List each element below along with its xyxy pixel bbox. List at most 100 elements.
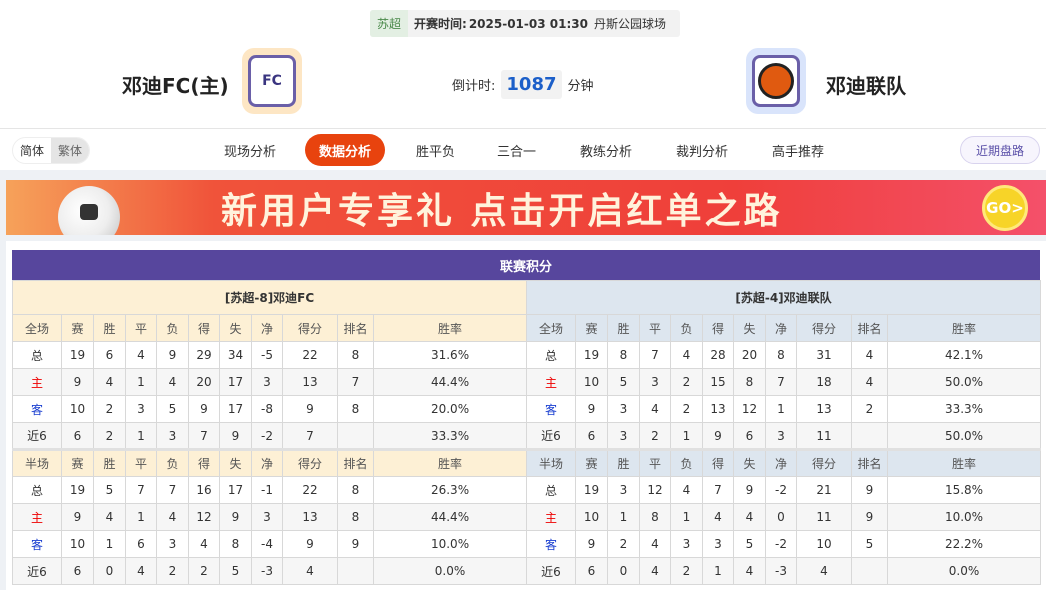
cell: 9 [188, 395, 220, 423]
tab-three-in-one[interactable]: 三合一 [497, 144, 537, 160]
cell: 3 [607, 476, 640, 504]
column-header: 排名 [337, 314, 374, 342]
cell: 18 [796, 368, 852, 396]
cell: -3 [765, 557, 797, 585]
cell: 6 [61, 422, 94, 450]
cell: 4 [282, 557, 338, 585]
half-header-row: 半场赛胜平负得失净得分 排名 胜率 [12, 448, 528, 477]
home-team-name[interactable]: 邓迪FC(主) [122, 74, 229, 98]
cell: 9 [575, 530, 608, 558]
countdown-label: 倒计时: [452, 79, 496, 94]
cell: 1 [125, 368, 157, 396]
cell: 2 [188, 557, 220, 585]
cell: 1 [125, 422, 157, 450]
traditional-button[interactable]: 繁体 [51, 138, 90, 163]
cell: -5 [251, 341, 283, 369]
column-header: 负 [156, 448, 189, 477]
table-row: 近6 6 2 1 3 7 9 -2 7 33.3% [12, 422, 528, 450]
cell: 22 [282, 476, 338, 504]
cell: 9 [282, 530, 338, 558]
tab-expert-picks[interactable]: 高手推荐 [772, 144, 825, 160]
column-header: 排名 [337, 448, 374, 477]
cell: 29 [188, 341, 220, 369]
cell: -2 [251, 422, 283, 450]
cell: 8 [337, 503, 374, 531]
cell: 19 [575, 476, 608, 504]
simplified-button[interactable]: 简体 [20, 144, 45, 158]
table-row: 客 10 1 6 3 4 8 -4 9 9 10.0% [12, 530, 528, 558]
cell: 1 [670, 422, 703, 450]
cell: 7 [702, 476, 734, 504]
column-header: 胜率 [372, 314, 528, 342]
cell: 2 [851, 395, 888, 423]
away-team-name[interactable]: 邓迪联队 [826, 74, 906, 98]
language-toggle: 简体 繁体 [12, 137, 91, 164]
tab-win-draw-loss[interactable]: 胜平负 [416, 144, 456, 160]
cell: 11 [796, 503, 852, 531]
cell: 3 [607, 422, 640, 450]
table-row: 主 9 4 1 4 20 17 3 13 7 44.4% [12, 368, 528, 396]
cell: 12 [188, 503, 220, 531]
promo-banner[interactable]: 新用户专享礼 点击开启红单之路 GO> [6, 180, 1046, 235]
home-team-logo[interactable]: FC [242, 48, 302, 114]
cell: 4 [188, 530, 220, 558]
cell: 8 [337, 476, 374, 504]
recent-handicap-button[interactable]: 近期盘路 [959, 136, 1040, 164]
cell: 3 [607, 395, 640, 423]
match-info: 苏超 开赛时间: 2025-01-03 01:30 丹斯公园球场 [370, 10, 680, 37]
cell: 6 [125, 530, 157, 558]
cell: 19 [575, 341, 608, 369]
cell: 4 [93, 503, 126, 531]
cell: -2 [765, 530, 797, 558]
cell: 9 [61, 368, 94, 396]
cell: 9 [219, 422, 252, 450]
away-team-logo[interactable] [746, 48, 806, 114]
standings-title: 联赛积分 [12, 250, 1040, 280]
table-row: 客 9 3 4 2 13 12 1 13 2 33.3% [526, 395, 1042, 423]
cell: 16 [188, 476, 220, 504]
cell: 7 [282, 422, 338, 450]
cell: 21 [796, 476, 852, 504]
cell: 5 [733, 530, 766, 558]
cell: 0.0% [372, 557, 528, 585]
column-header: 排名 [851, 448, 888, 477]
go-button[interactable]: GO> [982, 185, 1028, 231]
row-label: 主 [12, 368, 62, 396]
cell: 0 [607, 557, 640, 585]
league-badge[interactable]: 苏超 [370, 10, 409, 37]
tab-live-analysis[interactable]: 现场分析 [224, 144, 277, 160]
cell: -8 [251, 395, 283, 423]
tab-referee-analysis[interactable]: 裁判分析 [676, 144, 729, 160]
column-header: 赛 [575, 448, 608, 477]
cell: 0 [93, 557, 126, 585]
column-header: 净 [251, 448, 283, 477]
cell: 42.1% [886, 341, 1042, 369]
cell: -3 [251, 557, 283, 585]
cell: 4 [156, 368, 189, 396]
cell: 31.6% [372, 341, 528, 369]
tab-data-analysis[interactable]: 数据分析 [305, 134, 386, 166]
column-header: 胜 [93, 314, 126, 342]
table-row: 近6 6 0 4 2 1 4 -3 4 0.0% [526, 557, 1042, 585]
countdown-value: 1087 [501, 70, 562, 99]
full-header-row: 全场赛胜平负得失净得分 排名 胜率 [526, 314, 1042, 342]
cell: 4 [156, 503, 189, 531]
cell: 4 [125, 557, 157, 585]
column-header: 胜率 [886, 448, 1042, 477]
column-header: 平 [125, 314, 157, 342]
cell: 1 [702, 557, 734, 585]
cell: 26.3% [372, 476, 528, 504]
cell: 4 [125, 341, 157, 369]
cell: 3 [251, 368, 283, 396]
row-label: 主 [12, 503, 62, 531]
cell: 2 [156, 557, 189, 585]
cell: 4 [733, 557, 766, 585]
column-header: 得 [188, 314, 220, 342]
cell: 3 [251, 503, 283, 531]
table-row: 总 19 3 12 4 7 9 -2 21 9 15.8% [526, 476, 1042, 504]
column-header: 得分 [796, 448, 852, 477]
cell [851, 422, 888, 450]
cell: 50.0% [886, 422, 1042, 450]
tab-coach-analysis[interactable]: 教练分析 [580, 144, 633, 160]
cell: 9 [575, 395, 608, 423]
